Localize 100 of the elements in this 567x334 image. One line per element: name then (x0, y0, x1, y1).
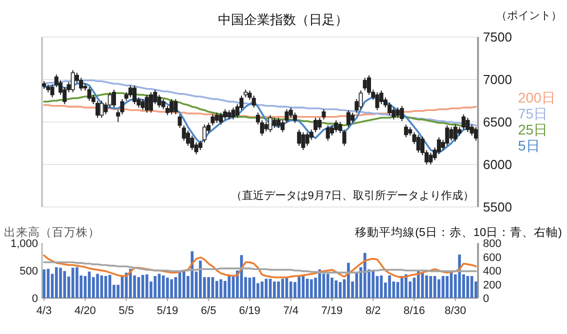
candlestick (248, 90, 252, 100)
bar (318, 269, 322, 298)
y-tick-label: 7500 (483, 30, 512, 44)
bar (166, 278, 169, 298)
candlestick (144, 94, 149, 114)
bar (252, 277, 256, 298)
bar (277, 282, 280, 298)
y-tick-label: 0 (32, 293, 38, 305)
candlestick (276, 117, 281, 128)
candlestick (350, 112, 355, 124)
bar (54, 267, 58, 298)
x-tick-label: 6/19 (239, 305, 260, 317)
x-tick-label: 5/19 (156, 305, 178, 317)
bar (100, 275, 104, 298)
bar (59, 268, 62, 298)
bar (154, 276, 157, 298)
candlestick (474, 126, 478, 142)
bar (76, 267, 78, 298)
candlestick (342, 129, 346, 146)
y2-tick-label: 600 (483, 252, 502, 264)
candlestick (214, 112, 219, 124)
bar (108, 274, 112, 298)
candlestick (70, 70, 75, 93)
candlestick (149, 92, 153, 114)
x-tick-label: 8/30 (444, 305, 466, 317)
candlestick (330, 124, 334, 136)
bar (298, 276, 300, 298)
bar (458, 254, 461, 298)
y2-tick-label: 800 (483, 238, 502, 250)
candlestick (326, 124, 330, 142)
bar (220, 279, 222, 298)
candlestick (132, 84, 137, 105)
candlestick (449, 126, 454, 142)
candlestick (428, 152, 433, 165)
bar (363, 252, 366, 298)
bar (137, 277, 140, 298)
bar (170, 279, 173, 298)
candlestick (358, 90, 363, 110)
candlestick (268, 114, 272, 133)
candlestick (404, 124, 408, 138)
y2-axis-title: 移動平均線(5日：赤、10日：青、右軸) (355, 226, 562, 239)
candlestick (318, 117, 322, 130)
candlestick (301, 132, 306, 151)
bar (63, 271, 66, 298)
y-tick-label: 6500 (483, 114, 512, 130)
x-tick-label: 4/20 (74, 305, 96, 317)
candlestick (416, 134, 420, 154)
line-series (43, 254, 477, 278)
candlestick (346, 110, 350, 128)
x-tick-label: 4/3 (36, 305, 52, 317)
bar (281, 278, 284, 298)
candlestick (252, 95, 256, 108)
text: 75日 (518, 106, 548, 122)
bar (198, 260, 202, 298)
candlestick (334, 120, 338, 133)
candlestick (379, 90, 384, 105)
bar (372, 271, 375, 298)
bar (438, 279, 440, 298)
candlestick (87, 86, 92, 102)
candlestick (264, 122, 268, 132)
y-tick-label: 6000 (483, 157, 512, 172)
bar (421, 272, 424, 298)
y2-tick-label: 200 (483, 279, 502, 292)
bar (88, 272, 91, 298)
candlestick (453, 124, 458, 142)
candlestick (272, 117, 276, 128)
x-tick-label: 8/2 (365, 305, 381, 317)
bar (330, 278, 334, 298)
candlestick (231, 107, 236, 120)
candlestick (174, 98, 178, 115)
candlestick (445, 124, 450, 146)
candlestick (470, 124, 474, 136)
x-tick-label: 5/5 (118, 305, 134, 317)
candlestick (100, 100, 104, 118)
bar (207, 277, 210, 298)
bar (388, 275, 391, 298)
bar (248, 278, 252, 298)
y-tick-label: 5500 (483, 200, 512, 214)
candlestick (322, 108, 326, 120)
bar (129, 268, 132, 298)
bar (240, 255, 243, 298)
bar (442, 276, 444, 298)
candlestick (400, 105, 404, 122)
candlestick (218, 112, 223, 126)
y-tick-label: 7000 (483, 72, 512, 87)
bar (334, 280, 338, 298)
bar (260, 282, 264, 298)
y-tick-label: 500 (20, 266, 38, 278)
text: 5日 (518, 138, 540, 154)
bar (96, 274, 99, 298)
chart-title: 中国企業指数（日足） (218, 12, 348, 27)
x-tick-label: 7/19 (321, 305, 343, 317)
candlestick (140, 98, 145, 111)
bar (182, 270, 186, 298)
bar (310, 279, 313, 298)
bar (347, 262, 350, 298)
x-tick-label: 8/16 (404, 305, 425, 317)
candlestick (227, 110, 232, 120)
bar (326, 274, 330, 298)
y2-tick-label: 400 (483, 266, 502, 278)
